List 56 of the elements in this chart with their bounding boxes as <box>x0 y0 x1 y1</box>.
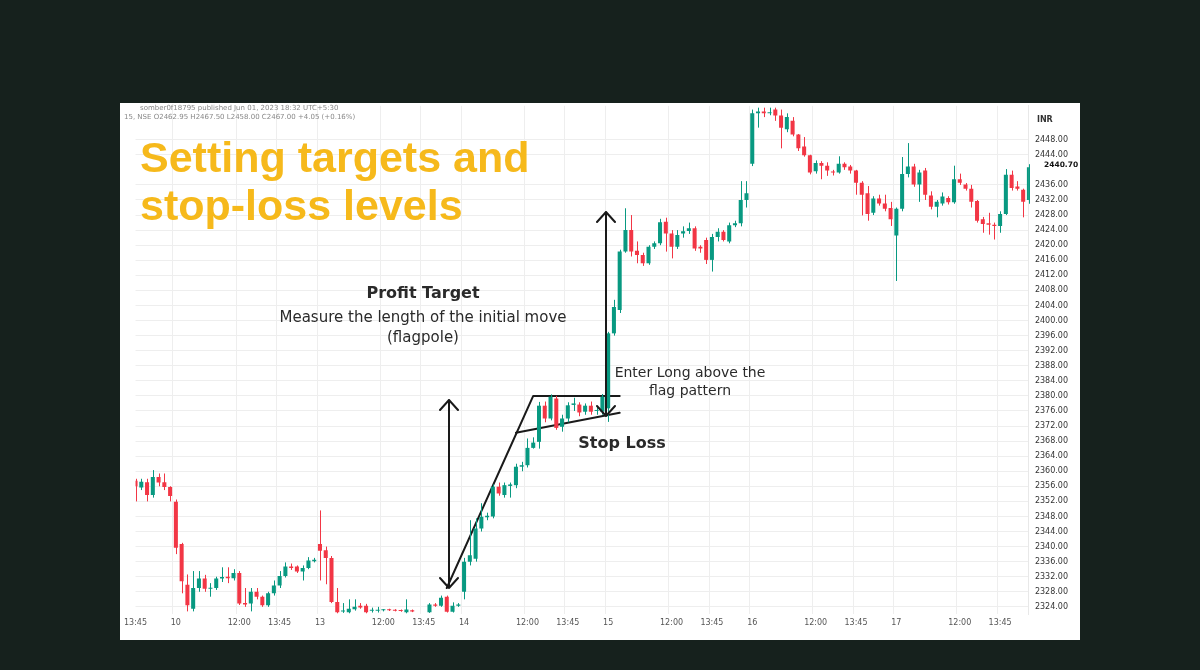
y-tick-label: 2388.00 <box>1034 360 1069 370</box>
y-tick-label: 2412.00 <box>1034 270 1069 280</box>
x-tick-label: 15 <box>603 618 614 628</box>
x-tick-label: 16 <box>747 618 758 628</box>
y-tick-label: 2396.00 <box>1034 330 1069 340</box>
annotation: Profit Target <box>365 283 481 304</box>
annotation: Stop Loss <box>577 433 667 454</box>
x-tick-label: 13:45 <box>556 618 580 628</box>
x-tick-label: 13:45 <box>988 618 1012 628</box>
y-tick-label: 2444.00 <box>1034 149 1069 159</box>
y-tick-label: 2340.00 <box>1034 541 1069 551</box>
y-tick-label: 2432.00 <box>1034 195 1069 205</box>
x-tick-label: 13:45 <box>124 618 148 628</box>
x-tick-label: 12:00 <box>515 618 539 628</box>
x-tick-label: 13:45 <box>700 618 724 628</box>
y-axis-title: INR <box>1036 114 1053 124</box>
x-tick-label: 12:00 <box>804 618 828 628</box>
y-tick-label: 2324.00 <box>1034 601 1069 611</box>
x-tick-label: 13 <box>314 618 326 628</box>
x-tick-label: 12:00 <box>227 618 251 628</box>
y-tick-label: 2420.00 <box>1034 240 1069 250</box>
x-tick-label: 17 <box>891 618 902 628</box>
y-tick-label: 2424.00 <box>1034 225 1069 235</box>
y-tick-label: 2368.00 <box>1034 436 1069 446</box>
y-tick-label: 2344.00 <box>1034 526 1069 536</box>
y-tick-label: 2352.00 <box>1034 496 1069 506</box>
y-tick-label: 2336.00 <box>1034 556 1069 566</box>
y-tick-label: 2376.00 <box>1034 406 1069 416</box>
y-tick-label: 2436.00 <box>1034 179 1069 189</box>
y-tick-label: 2356.00 <box>1034 481 1069 491</box>
y-tick-label: 2348.00 <box>1034 511 1069 521</box>
y-tick-label: 2416.00 <box>1034 255 1069 265</box>
y-tick-label: 2384.00 <box>1034 375 1069 385</box>
x-tick-label: 13:45 <box>412 618 436 628</box>
y-tick-label: 2328.00 <box>1034 586 1069 596</box>
text: Setting targets and stop-loss levels <box>140 133 531 229</box>
x-tick-label: 12:00 <box>948 618 972 628</box>
y-tick-label: 2404.00 <box>1034 300 1069 310</box>
x-tick-label: 10 <box>170 618 181 628</box>
y-tick-label: 2400.00 <box>1034 315 1069 325</box>
x-tick-label: 12:00 <box>371 618 395 628</box>
x-tick-label: 14 <box>458 618 470 628</box>
y-tick-label: 2372.00 <box>1034 421 1069 431</box>
x-tick-label: 12:00 <box>660 618 684 628</box>
annotation: Enter Long above the flag pattern <box>613 363 767 400</box>
y-tick-label: 2332.00 <box>1034 571 1069 581</box>
x-tick-label: 13:45 <box>268 618 292 628</box>
y-tick-label: 2392.00 <box>1034 345 1069 355</box>
y-tick-label: 2380.00 <box>1034 390 1069 400</box>
y-tick-label: 2364.00 <box>1034 451 1069 461</box>
y-tick-label: 2428.00 <box>1034 210 1069 220</box>
y-tick-label: 2408.00 <box>1034 285 1069 295</box>
x-tick-label: 13:45 <box>844 618 868 628</box>
y-tick-label: 2448.00 <box>1034 134 1069 144</box>
annotation: Measure the length of the initial move (flagpole) <box>278 308 568 347</box>
y-tick-label: 2360.00 <box>1034 466 1069 476</box>
